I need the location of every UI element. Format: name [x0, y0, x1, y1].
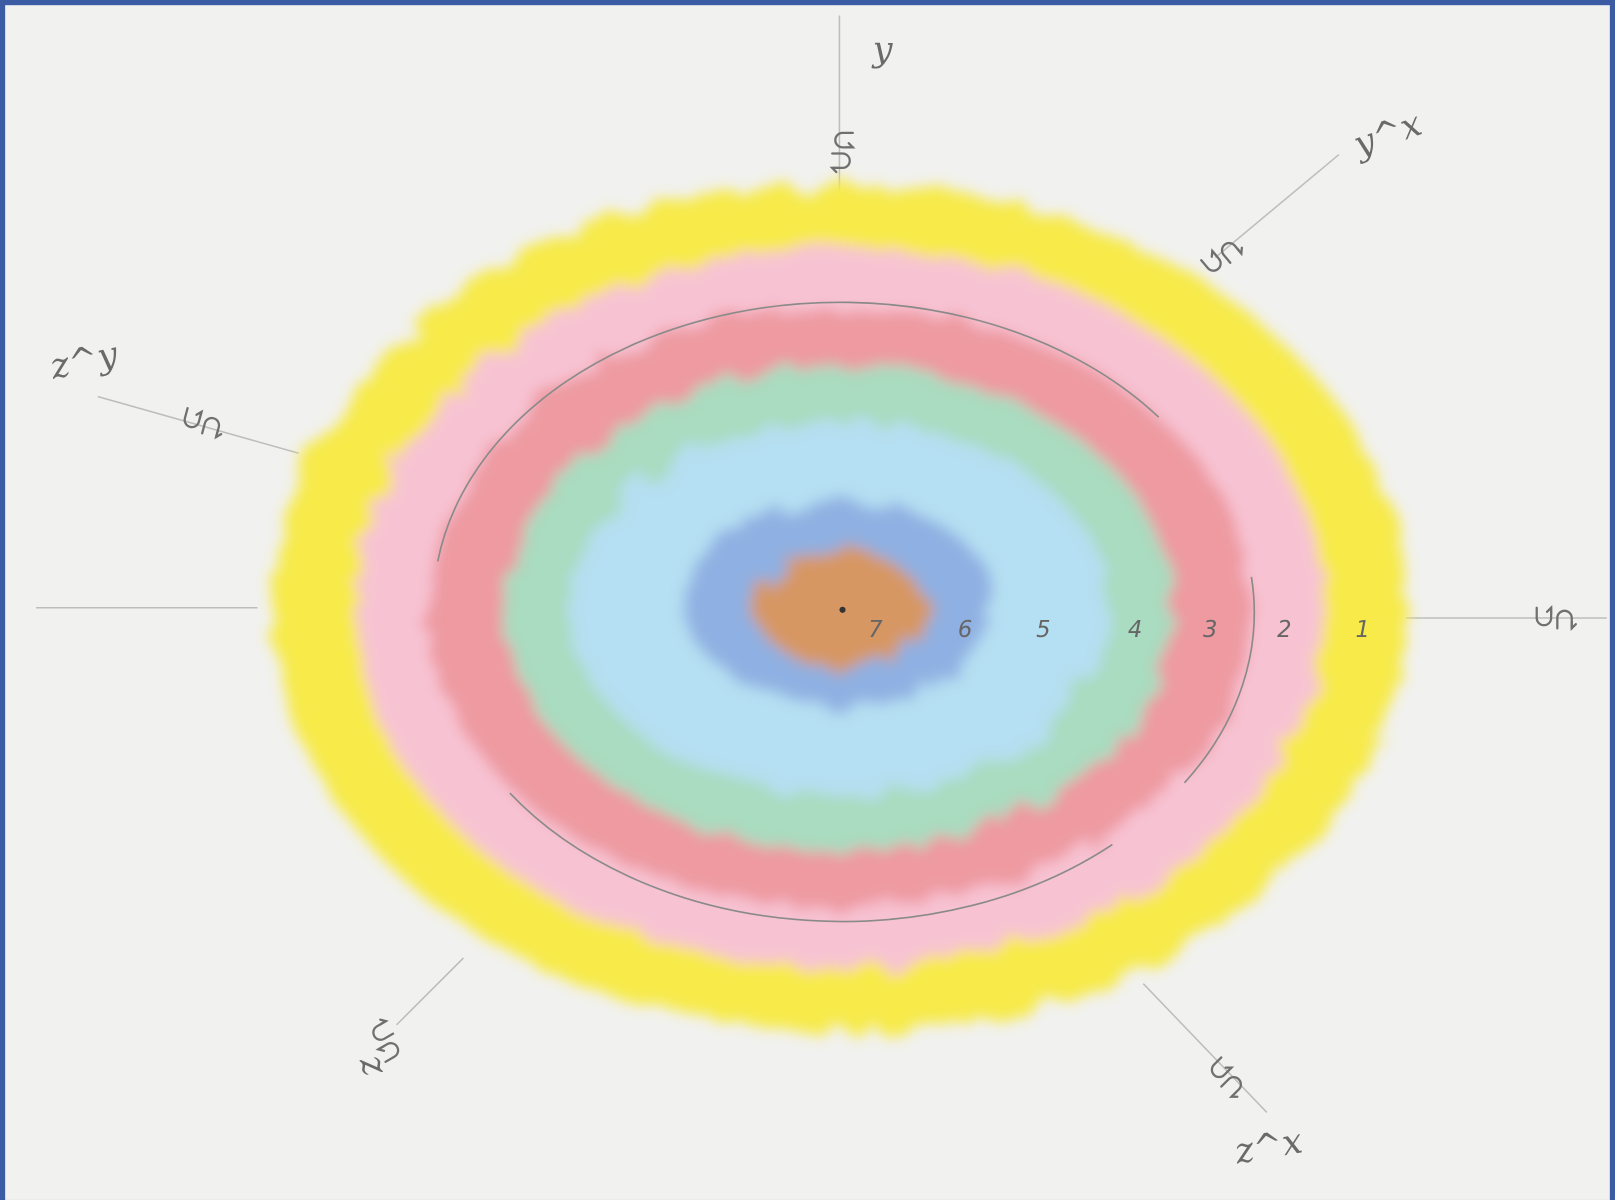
ring-label: 6: [958, 617, 972, 643]
ring-label: 7: [868, 617, 883, 643]
ring-label: 2: [1277, 617, 1291, 643]
ring-label: 1: [1355, 617, 1369, 643]
ring-labels: 7 6 5 4 3 2 1: [868, 617, 1370, 643]
pencil-arcs: [436, 301, 1256, 923]
rings: [272, 183, 1406, 1033]
axis-label: y: [871, 30, 894, 70]
core: [754, 550, 924, 666]
ring-label: 4: [1128, 617, 1142, 643]
ring-label: 5: [1036, 617, 1050, 643]
center-dot: [839, 606, 846, 613]
ring-label: 3: [1203, 617, 1217, 643]
axes: [36, 15, 1607, 1113]
